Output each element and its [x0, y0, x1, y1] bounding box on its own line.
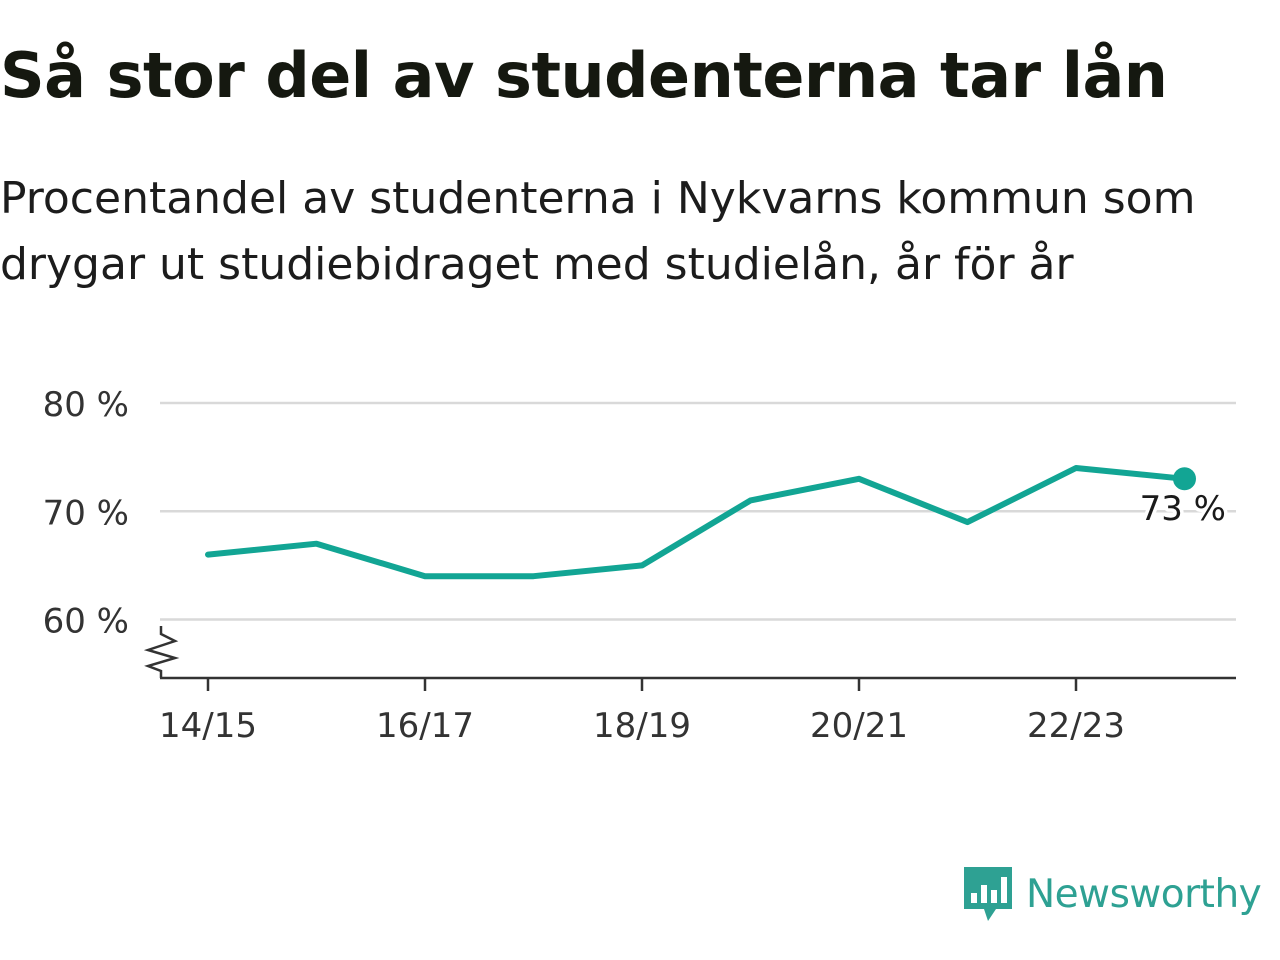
x-tick-label: 16/17	[376, 706, 474, 746]
y-axis-break	[143, 626, 180, 678]
x-tick-label: 14/15	[159, 706, 257, 746]
series-line	[205, 465, 1188, 580]
y-tick-label: 80 %	[43, 385, 129, 425]
x-tick-label: 22/23	[1027, 706, 1125, 746]
x-tick-label: 18/19	[593, 706, 691, 746]
brand-logo: Newsworthy	[962, 862, 1262, 926]
x-tick-label: 20/21	[810, 706, 908, 746]
brand-name: Newsworthy	[1026, 871, 1262, 917]
chart-title: Så stor del av studenterna tar lån	[0, 39, 1168, 112]
end-point-marker	[1173, 467, 1196, 491]
y-tick-label: 70 %	[43, 493, 129, 533]
y-tick-label: 60 %	[43, 602, 129, 642]
newsworthy-logo-icon	[964, 867, 1012, 921]
end-value-label: 73 %	[1140, 489, 1226, 529]
chart-subtitle: Procentandel av studenterna i Nykvarns k…	[0, 173, 1196, 290]
